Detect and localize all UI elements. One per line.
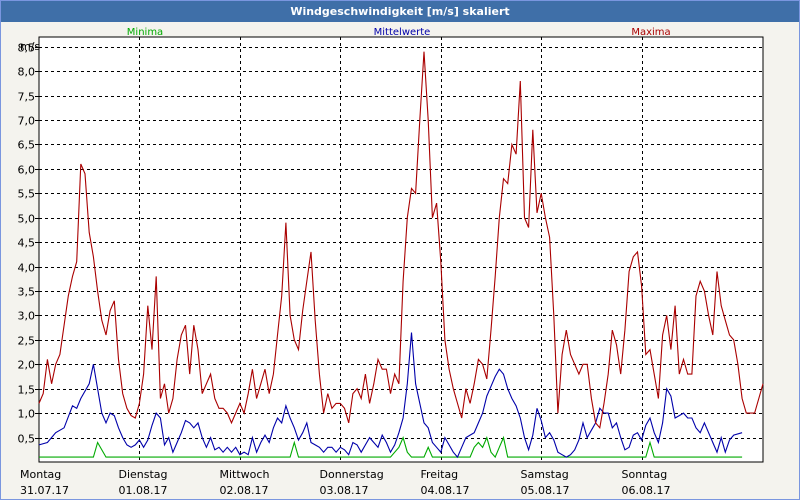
y-tick-label: 4,0 — [18, 262, 36, 275]
y-tick-label: 8,5 — [18, 42, 36, 55]
series-line-minima — [39, 435, 743, 459]
x-date-label: 04.08.17 — [421, 484, 470, 497]
y-tick-label: 5,0 — [18, 213, 36, 226]
y-tick-label: 0,5 — [18, 433, 36, 446]
y-tick-label: 7,0 — [18, 115, 36, 128]
x-date-label: 05.08.17 — [521, 484, 570, 497]
x-date-label: 03.08.17 — [320, 484, 369, 497]
series-line-mittelwerte — [38, 332, 743, 459]
y-tick-label: 2,0 — [18, 359, 36, 372]
x-day-label: Dienstag — [119, 468, 168, 481]
legend-mittelwerte: Mittelwerte — [374, 27, 431, 38]
plot-area — [38, 36, 764, 463]
x-day-label: Montag — [20, 468, 61, 481]
legend-maxima: Maxima — [631, 27, 670, 38]
window-title: Windgeschwindigkeit [m/s] skaliert — [1, 1, 799, 22]
series-line-maxima — [38, 51, 764, 430]
x-day-label: Sonntag — [622, 468, 668, 481]
y-tick-label: 3,0 — [18, 310, 36, 323]
y-tick-label: 7,5 — [18, 91, 36, 104]
y-tick-label: 6,5 — [18, 139, 36, 152]
legend-minima: Minima — [127, 27, 163, 38]
x-day-label: Freitag — [421, 468, 459, 481]
y-tick-label: 1,0 — [18, 408, 36, 421]
x-day-label: Mittwoch — [220, 468, 270, 481]
x-date-label: 02.08.17 — [220, 484, 269, 497]
x-day-label: Donnerstag — [320, 468, 384, 481]
y-tick-label: 1,5 — [18, 384, 36, 397]
x-date-label: 01.08.17 — [119, 484, 168, 497]
y-tick-label: 8,0 — [18, 66, 36, 79]
y-tick-label: 5,5 — [18, 188, 36, 201]
y-tick-label: 2,5 — [18, 335, 36, 348]
x-date-label: 06.08.17 — [622, 484, 671, 497]
x-date-label: 31.07.17 — [20, 484, 69, 497]
y-tick-label: 3,5 — [18, 286, 36, 299]
y-axis-label: m/s — [20, 40, 40, 53]
y-tick-label: 4,5 — [18, 237, 36, 250]
x-day-label: Samstag — [521, 468, 569, 481]
y-tick-label: 6,0 — [18, 164, 36, 177]
